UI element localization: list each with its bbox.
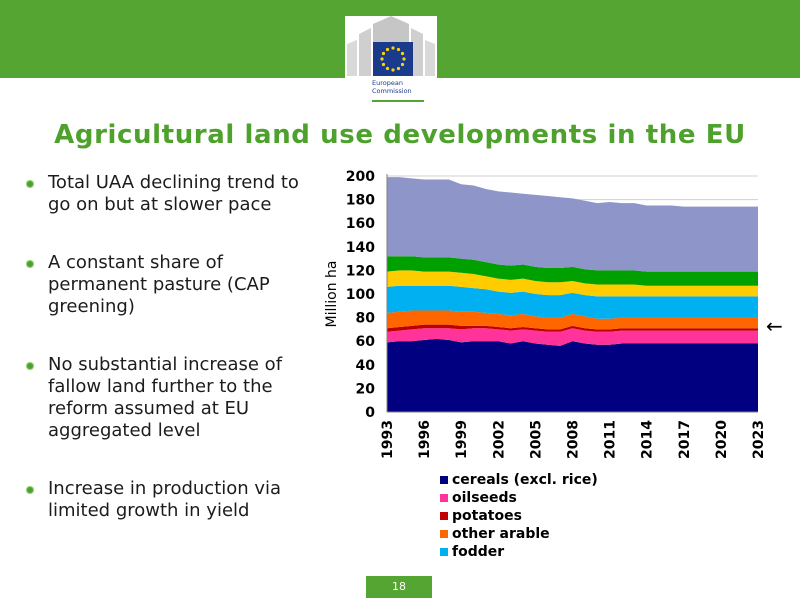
- area-fodder: [387, 285, 758, 319]
- y-tick-label: 40: [356, 358, 376, 374]
- x-tick-label: 2020: [714, 420, 730, 459]
- european-commission-logo: European Commission: [345, 16, 437, 106]
- x-tick-label: 1993: [380, 420, 396, 459]
- bullet-icon: [26, 180, 34, 188]
- y-tick-label: 60: [356, 334, 376, 350]
- area-cereals-excl-rice-: [387, 338, 758, 412]
- bullet-text: A constant share of permanent pasture (C…: [48, 252, 270, 317]
- flag-star-icon: [396, 47, 401, 52]
- flag-star-icon: [400, 62, 405, 67]
- y-tick-label: 160: [346, 216, 375, 232]
- logo-underline: [372, 100, 424, 102]
- y-tick-label: 140: [346, 240, 375, 256]
- y-tick-label: 100: [346, 287, 375, 303]
- bullet-item: Increase in production via limited growt…: [22, 478, 322, 522]
- arrow-icon: ←: [766, 314, 783, 338]
- bullet-text: No substantial increase of fallow land f…: [48, 354, 283, 441]
- x-tick-label: 2005: [528, 420, 544, 459]
- area-series: [387, 256, 758, 286]
- land-use-chart: 0 20 40 60 80 100 120 140 160 180 200 1993 1996 1999 2…: [318, 162, 798, 582]
- flag-star-icon: [385, 66, 390, 71]
- flag-star-icon: [402, 57, 406, 61]
- logo-text-line1: European: [372, 79, 403, 87]
- area-series: [387, 270, 758, 297]
- x-tick-label: 2002: [491, 420, 507, 459]
- bullet-icon: [26, 260, 34, 268]
- x-tick-label: 2023: [751, 420, 767, 459]
- area-oilseeds: [387, 328, 758, 346]
- y-tick-label: 200: [346, 169, 375, 185]
- bullet-item: A constant share of permanent pasture (C…: [22, 252, 322, 318]
- legend-swatch: [440, 548, 448, 556]
- area-other-arable: [387, 310, 758, 330]
- flag-star-icon: [381, 62, 386, 67]
- y-tick-label: 180: [346, 193, 375, 209]
- legend-swatch: [440, 476, 448, 484]
- flag-star-icon: [380, 57, 384, 61]
- legend-label: fodder: [452, 544, 504, 560]
- legend-label: other arable: [452, 526, 550, 542]
- bullet-icon: [26, 486, 34, 494]
- x-tick-label: 1999: [454, 420, 470, 459]
- eu-flag-icon: [373, 42, 413, 76]
- page-number: 18: [366, 576, 432, 598]
- flag-star-icon: [396, 66, 401, 71]
- flag-star-icon: [381, 51, 386, 56]
- legend-swatch: [440, 494, 448, 502]
- x-tick-label: 2011: [603, 420, 619, 459]
- logo-text-line2: Commission: [372, 87, 412, 95]
- bullet-text: Total UAA declining trend to go on but a…: [48, 172, 299, 215]
- legend-label: cereals (excl. rice): [452, 472, 598, 488]
- legend-label: oilseeds: [452, 490, 517, 506]
- bullet-icon: [26, 362, 34, 370]
- area-potatoes: [387, 324, 758, 332]
- legend-swatch: [440, 512, 448, 520]
- legend-swatch: [440, 530, 448, 538]
- x-tick-label: 2014: [640, 420, 656, 459]
- flag-star-icon: [391, 68, 395, 72]
- bullet-item: Total UAA declining trend to go on but a…: [22, 172, 322, 216]
- x-tick-label: 1996: [417, 420, 433, 459]
- area-series: [387, 177, 758, 272]
- chart-svg: 0 20 40 60 80 100 120 140 160 180 200 1993 1996 1999 2…: [324, 169, 783, 560]
- bullet-list: Total UAA declining trend to go on but a…: [22, 172, 322, 522]
- y-tick-label: 120: [346, 263, 375, 279]
- flag-star-icon: [391, 46, 395, 50]
- x-tick-label: 2017: [677, 420, 693, 459]
- y-tick-label: 0: [365, 405, 375, 421]
- flag-star-icon: [400, 51, 405, 56]
- slide-title: Agricultural land use developments in th…: [54, 120, 746, 150]
- x-tick-label: 2008: [566, 420, 582, 459]
- bullet-text: Increase in production via limited growt…: [48, 478, 282, 521]
- y-tick-label: 80: [356, 311, 376, 327]
- y-tick-label: 20: [356, 381, 376, 397]
- legend-label: potatoes: [452, 508, 522, 524]
- logo-text: European Commission: [372, 79, 412, 95]
- flag-star-icon: [385, 47, 390, 52]
- bullet-item: No substantial increase of fallow land f…: [22, 354, 322, 442]
- y-axis-label: Million ha: [324, 261, 340, 328]
